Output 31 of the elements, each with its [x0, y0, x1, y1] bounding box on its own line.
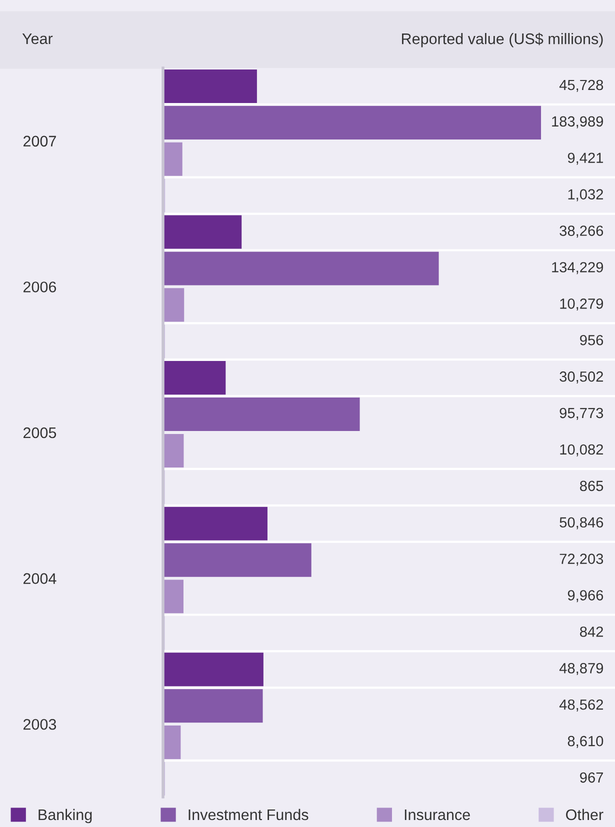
legend-label: Investment Funds [188, 808, 308, 820]
y-tick-label: 2003 [23, 718, 56, 730]
x-axis-title: Reported value (US$ millions) [402, 32, 603, 48]
data-label: 48,879 [559, 663, 604, 676]
y-tick-label: 2005 [23, 427, 56, 438]
data-label: 45,728 [559, 80, 604, 92]
data-label: 842 [580, 626, 603, 637]
data-label: 967 [580, 772, 603, 783]
data-label: 9,966 [568, 590, 604, 602]
legend-label: Banking [38, 808, 92, 824]
data-label: 30,502 [560, 371, 603, 384]
data-label: 8,610 [568, 736, 604, 748]
data-label: 10,082 [560, 444, 603, 456]
data-label: 9,421 [568, 152, 603, 165]
data-label: 134,229 [552, 262, 604, 274]
data-label: 865 [580, 480, 604, 492]
y-tick-label: 2004 [23, 573, 56, 584]
legend-label: Insurance [404, 809, 470, 820]
data-label: 956 [580, 334, 604, 346]
data-label: 183,989 [552, 116, 604, 128]
data-label: 1,032 [568, 189, 603, 202]
y-tick-label: 2006 [23, 282, 56, 292]
data-label: 72,203 [560, 554, 604, 566]
y-axis-title: Year [22, 33, 53, 44]
data-label: 48,562 [559, 699, 603, 712]
data-label: 50,846 [560, 517, 604, 530]
data-label: 95,773 [560, 408, 604, 420]
y-tick-label: 2007 [23, 136, 56, 147]
data-label: 10,279 [560, 298, 604, 311]
data-label: 38,266 [560, 226, 604, 238]
legend-label: Other [566, 808, 604, 820]
